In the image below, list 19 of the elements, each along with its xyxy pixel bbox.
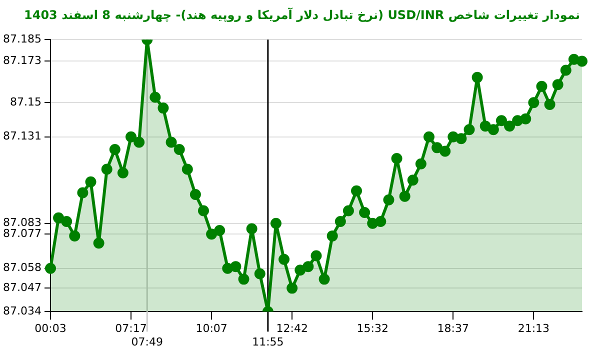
x-tick-label: 07:49 xyxy=(131,335,163,348)
y-tick-label: 87.047 xyxy=(2,281,42,294)
x-tick-label: 15:32 xyxy=(356,322,388,336)
x-tick-label: 07:17 xyxy=(115,322,147,336)
y-tick-label: 87.131 xyxy=(2,130,42,143)
y-tick-label: 87.083 xyxy=(2,216,42,230)
x-tick-label: 10:07 xyxy=(196,322,228,336)
y-tick-label: 87.173 xyxy=(2,54,42,68)
y-tick-label: 87.15 xyxy=(10,96,42,109)
y-tick-label: 87.034 xyxy=(2,304,42,318)
x-tick-label: 12:42 xyxy=(276,322,308,336)
y-tick-label: 87.058 xyxy=(2,261,42,274)
x-tick-label: 00:03 xyxy=(34,322,66,336)
x-tick-label: 18:37 xyxy=(437,322,469,336)
y-tick-label: 87.185 xyxy=(2,32,42,46)
y-tick-label: 87.077 xyxy=(2,227,42,240)
x-tick-label: 11:55 xyxy=(252,335,284,348)
chart-title: نمودار تغییرات شاخص USD/INR (نرخ تبادل دلار آمریکا و روپیه هند)- چهارشنبه 8 اسفند 1403 xyxy=(23,6,581,24)
x-tick-label: 21:13 xyxy=(518,322,550,336)
